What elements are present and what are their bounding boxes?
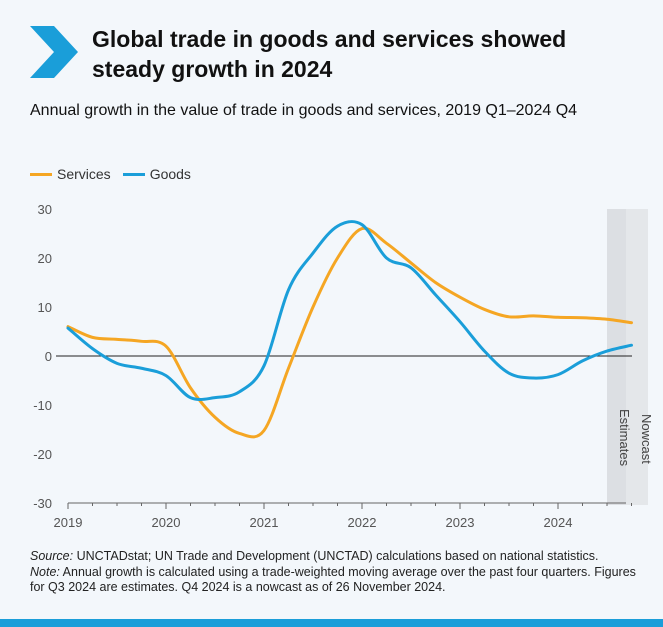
data-point-goods xyxy=(91,347,94,350)
data-point-goods xyxy=(410,266,413,269)
estimates-band xyxy=(607,209,626,505)
data-point-goods xyxy=(140,367,143,370)
data-point-goods xyxy=(459,320,462,323)
data-point-services xyxy=(165,345,168,348)
legend-swatch-services xyxy=(30,172,52,176)
data-point-services xyxy=(581,316,584,319)
data-point-services xyxy=(459,296,462,299)
legend-label-goods: Goods xyxy=(149,166,191,182)
data-point-services xyxy=(116,338,119,341)
x-tick-label: 2020 xyxy=(152,515,181,530)
y-tick-label: -20 xyxy=(33,447,52,462)
data-point-goods xyxy=(312,252,315,255)
x-tick-label: 2019 xyxy=(54,515,83,530)
x-tick-label: 2024 xyxy=(544,515,573,530)
data-point-goods xyxy=(287,288,290,291)
data-point-goods xyxy=(238,390,241,393)
data-point-services xyxy=(483,308,486,311)
legend-swatch-goods xyxy=(122,172,145,176)
data-point-goods xyxy=(508,372,511,375)
legend: Services Goods xyxy=(30,166,203,182)
bottom-accent-bar xyxy=(0,619,663,627)
chart-subtitle: Annual growth in the value of trade in g… xyxy=(30,102,578,119)
data-point-goods xyxy=(581,359,584,362)
x-tick-label: 2021 xyxy=(250,515,279,530)
data-point-services xyxy=(557,316,560,319)
y-tick-label: -30 xyxy=(33,496,52,511)
data-point-services xyxy=(287,367,290,370)
footnote: Source: UNCTADstat; UN Trade and Develop… xyxy=(30,549,640,596)
x-tick-label: 2022 xyxy=(348,515,377,530)
chevron-right-icon xyxy=(30,26,78,78)
series-line-services xyxy=(66,226,633,439)
data-point-services xyxy=(312,306,315,309)
data-point-goods xyxy=(630,344,633,347)
data-point-goods xyxy=(532,377,535,380)
series-line-goods xyxy=(66,220,633,402)
data-point-services xyxy=(214,416,217,419)
data-point-services xyxy=(238,432,241,435)
y-tick-label: -10 xyxy=(33,398,52,413)
nowcast-band xyxy=(626,209,648,505)
source-lead: Source: xyxy=(30,549,74,563)
data-point-services xyxy=(434,281,437,284)
y-tick-label: 10 xyxy=(38,300,52,315)
data-point-goods xyxy=(67,327,70,330)
legend-item-goods: Goods xyxy=(122,166,191,182)
legend-item-services: Services xyxy=(30,166,111,182)
data-point-services xyxy=(508,315,511,318)
y-tick-label: 30 xyxy=(38,202,52,217)
data-point-services xyxy=(385,242,388,245)
data-point-goods xyxy=(189,396,192,399)
data-point-services xyxy=(140,340,143,343)
data-point-services xyxy=(630,321,633,324)
nowcast-label: Nowcast xyxy=(639,414,654,464)
data-point-goods xyxy=(606,350,609,353)
note-lead: Note: xyxy=(30,564,60,579)
x-tick-label: 2023 xyxy=(446,515,475,530)
estimates-label: Estimates xyxy=(617,409,632,467)
data-point-goods xyxy=(557,373,560,376)
data-point-goods xyxy=(434,293,437,296)
data-point-goods xyxy=(263,364,266,367)
data-point-services xyxy=(410,261,413,264)
data-point-goods xyxy=(385,257,388,260)
legend-label-services: Services xyxy=(57,166,111,182)
data-point-services xyxy=(189,386,192,389)
y-tick-label: 0 xyxy=(45,349,52,364)
data-point-goods xyxy=(214,396,217,399)
y-tick-label: 20 xyxy=(38,251,52,266)
data-point-goods xyxy=(336,225,339,228)
data-point-services xyxy=(532,314,535,317)
data-point-goods xyxy=(361,223,364,226)
chart-title: Global trade in goods and services showe… xyxy=(92,26,567,82)
data-point-goods xyxy=(116,362,119,365)
data-point-services xyxy=(606,318,609,321)
data-point-goods xyxy=(165,374,168,377)
data-point-services xyxy=(91,336,94,339)
source-text: UNCTADstat; UN Trade and Development (UN… xyxy=(73,549,599,563)
data-point-goods xyxy=(483,350,486,353)
data-point-services xyxy=(263,429,266,432)
data-point-services xyxy=(336,257,339,260)
data-point-services xyxy=(361,227,364,230)
note-text: Annual growth is calculated using a trad… xyxy=(30,564,636,595)
